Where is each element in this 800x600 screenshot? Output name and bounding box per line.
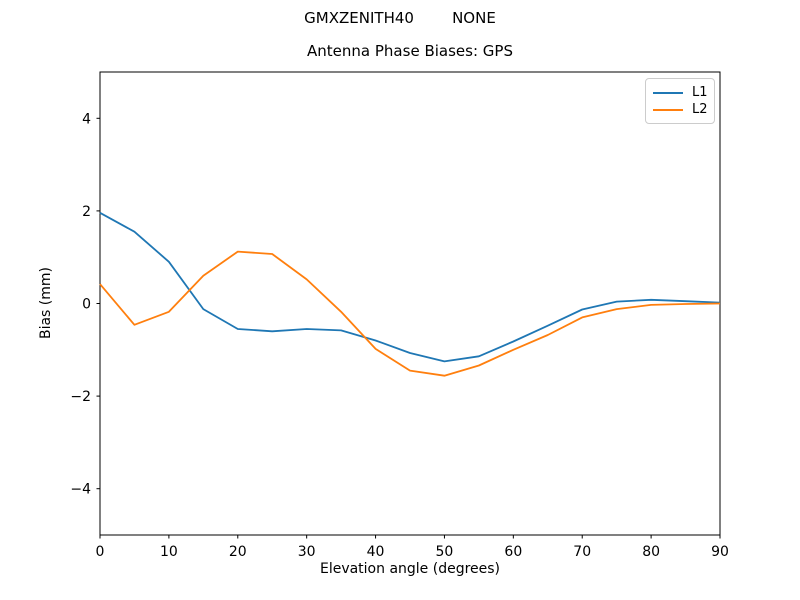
x-tick-label: 60	[504, 544, 522, 560]
legend-label-l2: L2	[692, 102, 708, 117]
y-tick-label: −4	[70, 482, 91, 498]
x-tick-label: 20	[229, 544, 247, 560]
y-tick-label: 2	[82, 204, 91, 220]
y-tick-label: 4	[82, 111, 91, 127]
x-tick-label: 0	[96, 544, 105, 560]
x-tick-label: 80	[642, 544, 660, 560]
legend-item-l1: L1	[653, 85, 708, 100]
legend-label-l1: L1	[692, 85, 708, 100]
l1-line-swatch	[653, 91, 683, 94]
axes-title: Antenna Phase Biases: GPS	[307, 42, 513, 60]
x-tick-label: 40	[367, 544, 385, 560]
l2-line-swatch	[653, 108, 683, 111]
plot-frame	[99, 71, 721, 536]
y-tick-label: −2	[70, 389, 91, 405]
x-tick-label: 50	[436, 544, 454, 560]
x-tick-label: 10	[160, 544, 178, 560]
y-tick-label: 0	[82, 297, 91, 313]
figure-suptitle: GMXZENITH40 NONE	[304, 9, 496, 27]
y-axis-label: Bias (mm)	[38, 266, 54, 340]
series-line-l1	[99, 212, 721, 363]
x-tick-label: 70	[573, 544, 591, 560]
x-axis-label: Elevation angle (degrees)	[319, 561, 501, 577]
legend: L1 L2	[645, 78, 715, 124]
series-line-l2	[99, 250, 721, 377]
x-tick-label: 90	[711, 544, 729, 560]
x-tick-label: 30	[298, 544, 316, 560]
legend-item-l2: L2	[653, 102, 708, 117]
